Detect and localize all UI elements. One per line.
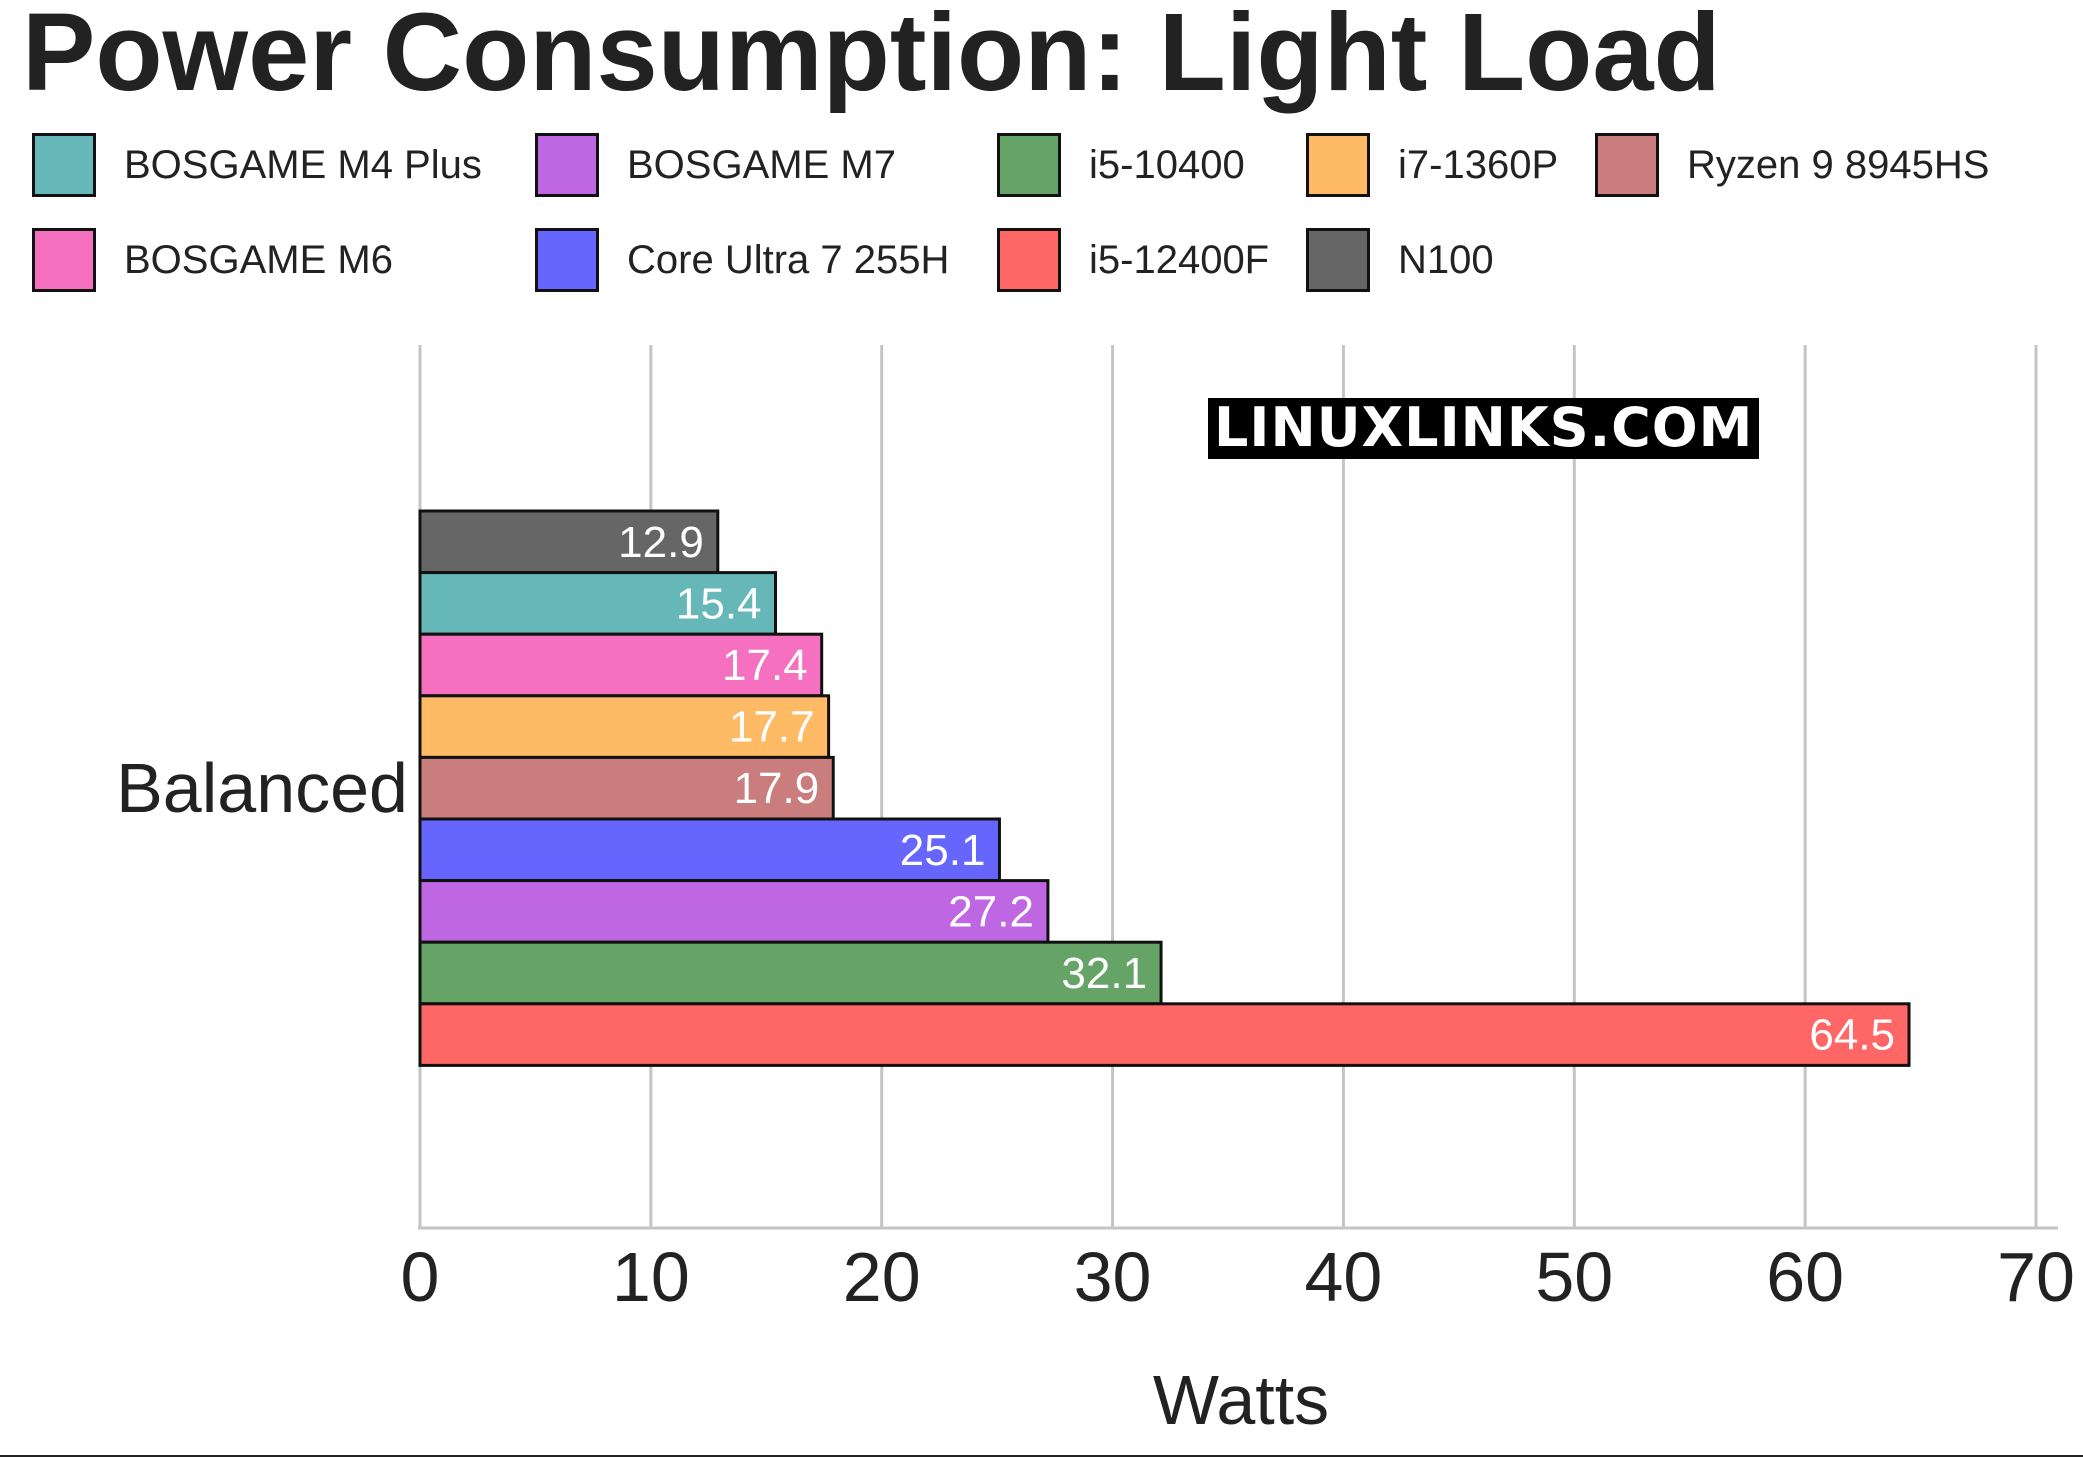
bar (418, 694, 831, 759)
bar-value-label: 17.4 (722, 641, 808, 690)
bar (418, 571, 778, 636)
legend-item: Ryzen 9 8945HS (1595, 132, 1989, 198)
legend-label: Core Ultra 7 255H (627, 237, 950, 282)
legend-item: i5-12400F (997, 227, 1269, 293)
bar-value-label: 17.7 (729, 703, 815, 752)
x-tick-label: 30 (1074, 1238, 1152, 1316)
legend-item: N100 (1306, 227, 1494, 293)
legend-label: N100 (1398, 237, 1494, 282)
legend-item: BOSGAME M6 (32, 227, 393, 293)
bar-value-label: 32.1 (1061, 949, 1147, 998)
x-tick-label: 20 (843, 1238, 921, 1316)
bar-value-label: 64.5 (1809, 1011, 1895, 1060)
x-tick-label: 60 (1766, 1238, 1844, 1316)
gridlines (418, 345, 2038, 1228)
legend-label: Ryzen 9 8945HS (1687, 142, 1990, 187)
legend-swatch (32, 133, 96, 197)
legend-item: i5-10400 (997, 132, 1245, 198)
legend-swatch (1595, 133, 1659, 197)
watermark-logo: LINUXLINKS.COM (1208, 398, 1760, 459)
bar (418, 879, 1050, 944)
x-tick-label: 40 (1304, 1238, 1382, 1316)
x-axis-label: Watts (1153, 1361, 1329, 1439)
legend-label: BOSGAME M7 (627, 142, 896, 187)
legend-swatch (32, 228, 96, 292)
y-category-label: Balanced (116, 749, 408, 827)
legend-swatch (535, 133, 599, 197)
x-tick-label: 70 (1997, 1238, 2075, 1316)
legend-label: i5-10400 (1089, 142, 1245, 187)
legend-label: i7-1360P (1398, 142, 1559, 187)
bar (418, 940, 1163, 1006)
bar-value-labels: 12.9 15.4 17.4 17.7 17.9 25.1 27.2 32.1 64.5 (618, 518, 1895, 1060)
legend-item: BOSGAME M4 Plus (32, 132, 482, 198)
bar-value-label: 27.2 (948, 887, 1034, 936)
chart-title: Power Consumption: Light Load (22, 0, 1721, 114)
bar (418, 755, 835, 821)
x-tick-label: 10 (612, 1238, 690, 1316)
bars (418, 509, 1911, 1067)
legend-swatch (535, 228, 599, 292)
x-tick-label: 0 (401, 1238, 440, 1316)
x-tick-labels: 0 10 20 30 40 50 60 70 (401, 1238, 2075, 1316)
bar-value-label: 12.9 (618, 518, 704, 567)
bar-value-label: 15.4 (676, 579, 762, 628)
legend-item: i7-1360P (1306, 132, 1558, 198)
legend-swatch (997, 228, 1061, 292)
legend: BOSGAME M4 Plus BOSGAME M7 i5-10400 i7-1360… (32, 132, 2072, 302)
legend-label: BOSGAME M4 Plus (124, 142, 482, 187)
legend-label: BOSGAME M6 (124, 237, 393, 282)
bar-value-label: 25.1 (900, 826, 986, 875)
bar-value-label: 17.9 (734, 764, 820, 813)
x-tick-label: 50 (1535, 1238, 1613, 1316)
legend-swatch (1306, 133, 1370, 197)
legend-swatch (1306, 228, 1370, 292)
bar (418, 1002, 1911, 1067)
bottom-rule (0, 1455, 2083, 1457)
legend-swatch (997, 133, 1061, 197)
bar (418, 509, 720, 575)
legend-item: BOSGAME M7 (535, 132, 896, 198)
legend-label: i5-12400F (1089, 237, 1270, 282)
bar (418, 632, 824, 698)
legend-item: Core Ultra 7 255H (535, 227, 949, 293)
